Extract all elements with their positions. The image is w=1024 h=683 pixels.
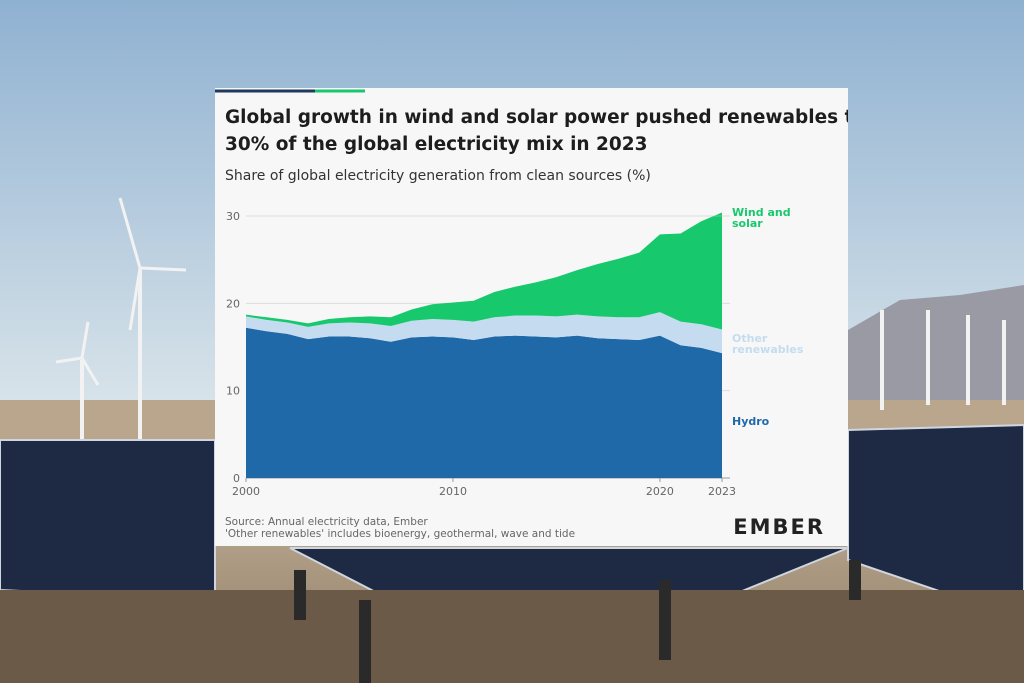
chart-title-line: 30% of the global electricity mix in 202…	[225, 134, 648, 155]
source-note: Source: Annual electricity data, Ember	[225, 516, 428, 528]
x-tick-label: 2010	[439, 485, 467, 498]
logo: EMBER	[733, 515, 825, 539]
chart-card: Global growth in wind and solar power pu…	[215, 88, 848, 546]
area	[246, 212, 722, 330]
chart-subtitle: Share of global electricity generation f…	[225, 168, 651, 184]
footnote: 'Other renewables' includes bioenergy, g…	[225, 528, 575, 540]
y-tick-label: 0	[233, 472, 240, 485]
series-label: Hydro	[732, 414, 770, 428]
area	[246, 327, 722, 478]
y-tick-label: 20	[226, 297, 240, 310]
chart: Global growth in wind and solar power pu…	[215, 89, 848, 540]
chart-title-line: Global growth in wind and solar power pu…	[225, 107, 848, 128]
x-tick-label: 2023	[708, 485, 736, 498]
y-tick-label: 10	[226, 385, 240, 398]
y-tick-label: 30	[226, 210, 240, 223]
area	[246, 312, 722, 354]
x-tick-label: 2000	[232, 485, 260, 498]
series-label: Wind and solar	[732, 205, 791, 230]
series-label: Other renewables	[732, 332, 804, 357]
x-tick-label: 2020	[646, 485, 674, 498]
